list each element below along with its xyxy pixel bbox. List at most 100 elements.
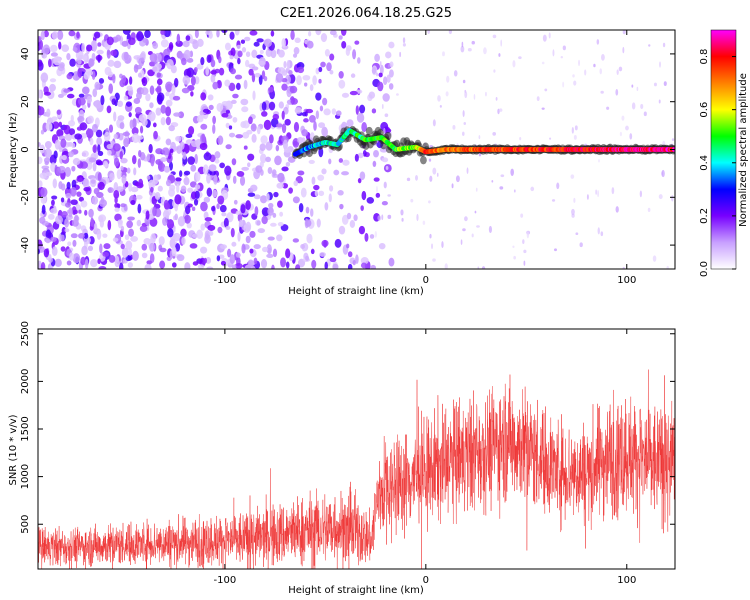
noise-blob	[219, 162, 226, 169]
noise-blob	[300, 243, 305, 249]
noise-speck	[579, 242, 583, 248]
noise-blob	[69, 58, 76, 67]
noise-blob	[261, 207, 270, 217]
noise-blob	[238, 219, 244, 228]
noise-blob	[319, 105, 324, 112]
noise-blob	[360, 257, 369, 265]
noise-blob	[117, 100, 124, 108]
noise-blob	[280, 224, 289, 232]
noise-blob	[58, 233, 63, 243]
noise-blob	[141, 252, 148, 259]
noise-blob	[265, 141, 273, 151]
noise-blob	[98, 78, 105, 84]
noise-blob	[81, 245, 88, 256]
noise-blob	[194, 30, 199, 39]
noise-speck	[598, 159, 600, 163]
noise-blob	[358, 225, 366, 235]
snr-y-ticks: 500 1000 1500 2000 2500	[20, 321, 675, 534]
noise-blob	[292, 196, 300, 204]
noise-blob	[248, 68, 254, 76]
noise-blob	[186, 222, 192, 229]
noise-blob	[303, 118, 309, 123]
noise-blob	[100, 95, 105, 106]
noise-blob	[234, 262, 243, 269]
noise-blob	[268, 101, 276, 111]
noise-blob	[113, 189, 120, 199]
noise-blob	[298, 202, 304, 213]
y-tick-label: -40	[20, 237, 31, 253]
noise-blob	[285, 74, 291, 85]
noise-blob	[121, 247, 129, 258]
noise-blob	[224, 79, 231, 87]
noise-blob	[361, 190, 367, 201]
noise-blob	[76, 31, 80, 39]
noise-blob	[121, 174, 127, 185]
noise-speck	[663, 81, 667, 87]
noise-blob	[199, 110, 204, 116]
noise-blob	[323, 108, 331, 116]
noise-speck	[473, 93, 476, 100]
noise-blob	[261, 215, 268, 225]
noise-blob	[121, 51, 130, 62]
noise-blob	[200, 57, 205, 66]
noise-blob	[44, 148, 52, 159]
noise-blob	[209, 170, 217, 176]
noise-blob	[45, 237, 51, 244]
noise-blob	[125, 101, 132, 107]
noise-blob	[261, 246, 269, 253]
noise-blob	[272, 212, 277, 218]
noise-blob	[111, 98, 117, 105]
noise-blob	[231, 241, 237, 247]
noise-blob	[256, 125, 261, 135]
noise-blob	[288, 187, 293, 194]
noise-blob	[200, 201, 208, 212]
noise-blob	[114, 207, 120, 213]
noise-blob	[91, 196, 99, 205]
noise-speck	[600, 231, 604, 237]
noise-blob	[194, 184, 201, 190]
noise-blob	[381, 201, 388, 206]
noise-blob	[347, 263, 353, 269]
noise-blob	[89, 137, 94, 146]
noise-blob	[130, 186, 139, 193]
noise-speck	[573, 197, 576, 203]
noise-speck	[661, 169, 665, 178]
noise-blob	[63, 88, 71, 93]
noise-blob	[58, 41, 62, 50]
noise-speck	[444, 263, 448, 269]
noise-blob	[313, 184, 320, 191]
spectrogram-x-ticks: -100 0 100	[214, 30, 636, 286]
noise-blob	[368, 91, 376, 99]
noise-speck	[542, 34, 547, 42]
noise-blob	[260, 195, 268, 204]
noise-blob	[277, 222, 284, 227]
noise-speck	[536, 96, 540, 102]
noise-blob	[341, 214, 349, 225]
noise-blob	[99, 219, 105, 228]
noise-blob	[82, 86, 90, 95]
noise-blob	[235, 210, 241, 215]
noise-blob	[243, 145, 248, 150]
colorbar-tick-label: 0.4	[699, 155, 710, 171]
noise-blob	[55, 215, 63, 225]
noise-blob	[68, 151, 74, 158]
noise-blob	[346, 212, 352, 220]
noise-speck	[448, 30, 453, 35]
noise-blob	[90, 259, 98, 268]
noise-blob	[341, 30, 347, 36]
noise-blob	[74, 133, 83, 140]
noise-speck	[460, 239, 463, 245]
noise-blob	[203, 152, 212, 161]
noise-speck	[599, 68, 602, 75]
noise-blob	[183, 170, 191, 176]
noise-blob	[277, 172, 285, 183]
noise-blob	[283, 147, 292, 153]
noise-blob	[205, 257, 212, 264]
noise-blob	[268, 86, 274, 93]
noise-blob	[201, 133, 206, 143]
noise-blob	[217, 135, 224, 145]
noise-blob	[49, 78, 57, 83]
noise-blob	[318, 78, 322, 84]
x-tick-label: 0	[423, 275, 429, 286]
noise-blob	[136, 91, 142, 100]
